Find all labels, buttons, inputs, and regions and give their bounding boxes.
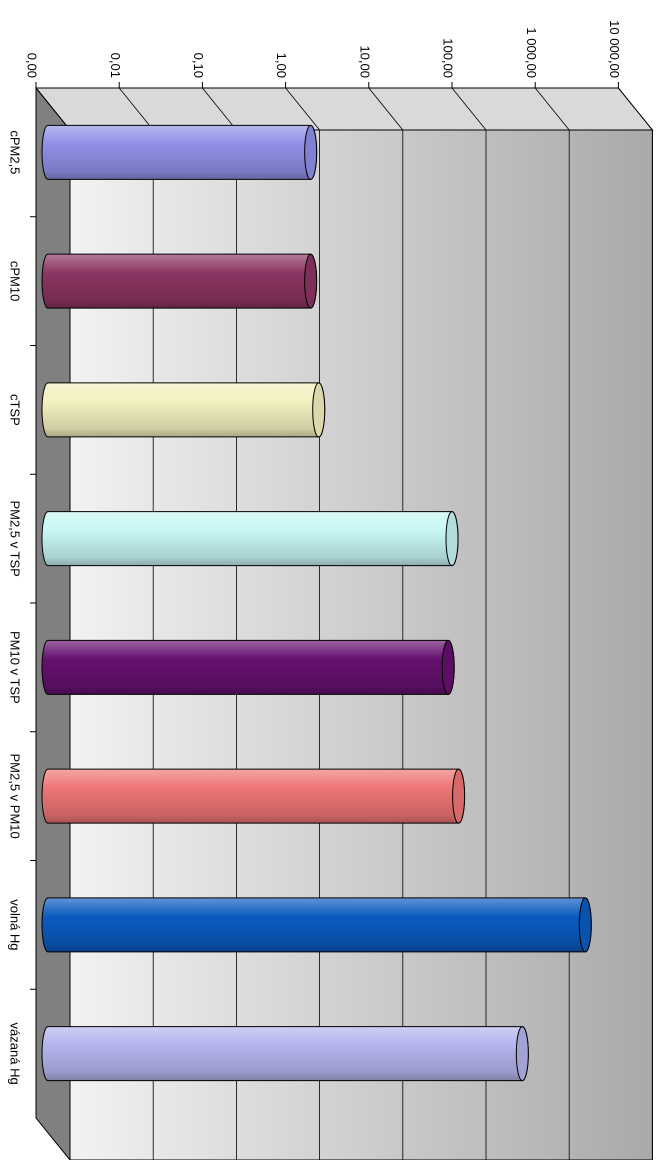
bar — [41, 768, 466, 824]
plot-area — [30, 82, 654, 1160]
bar — [41, 382, 326, 438]
side-wall — [35, 86, 71, 1160]
bar-body — [41, 511, 459, 567]
bar — [41, 1026, 529, 1082]
bar-body — [41, 768, 466, 824]
bar — [41, 124, 318, 180]
category-label: volná Hg — [8, 899, 23, 950]
bar-body — [41, 639, 455, 695]
bar-body — [41, 253, 318, 309]
x-tick-label: 0,00 — [25, 53, 40, 78]
bar-cap — [312, 382, 326, 438]
category-label: PM2,5 v TSP — [8, 500, 23, 576]
bar-cap — [452, 768, 466, 824]
bar-cap — [515, 1026, 529, 1082]
bar — [41, 253, 318, 309]
bar-cap — [578, 897, 592, 953]
category-label: cTSP — [8, 394, 23, 426]
bar-body — [41, 124, 318, 180]
x-tick-label: 100,00 — [441, 38, 456, 78]
category-label: cPM10 — [8, 261, 23, 301]
category-label: vázaná Hg — [8, 1023, 23, 1085]
x-tick-label: 1 000,00 — [524, 27, 539, 78]
top-wall — [34, 87, 654, 131]
gridline — [534, 87, 570, 1160]
axis-labels: 0,00 0,01 0,10 1,00 10,00 100,00 1 000,00 10 00… — [8, 20, 622, 1085]
bar-cap — [441, 639, 455, 695]
gridline — [618, 87, 653, 1160]
bar — [41, 897, 592, 953]
bar — [41, 511, 459, 567]
category-label: cPM2,5 — [8, 130, 23, 174]
bar-body — [41, 1026, 529, 1082]
x-tick-label: 0,01 — [108, 53, 123, 78]
x-tick-label: 10,00 — [357, 45, 372, 78]
category-label: PM10 v TSP — [8, 631, 23, 704]
gridline — [451, 87, 487, 1160]
bar-cap — [445, 511, 459, 567]
x-tick-label: 1,00 — [274, 53, 289, 78]
bar-body — [41, 382, 326, 438]
bar-cap — [304, 124, 318, 180]
x-tick-label: 0,10 — [191, 53, 206, 78]
x-tick-label: 10 000,00 — [607, 20, 622, 78]
bars — [41, 124, 592, 1082]
bar-body — [41, 897, 592, 953]
bar-cap — [304, 253, 318, 309]
bar — [41, 639, 455, 695]
category-label: PM2,5 v PM10 — [8, 753, 23, 838]
